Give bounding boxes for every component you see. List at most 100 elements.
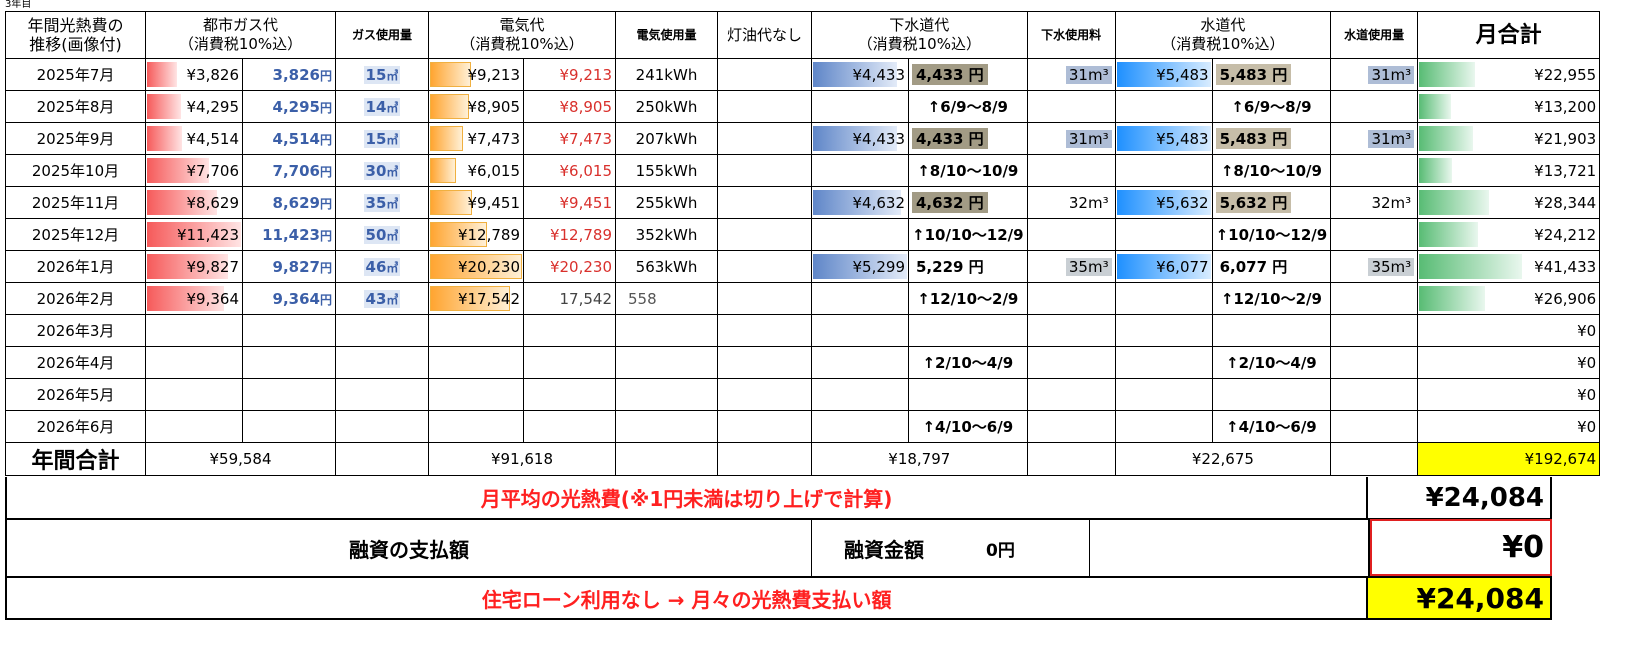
month-row: 2026年6月 ↑4/10～6/9 ↑4/10～6/9 ¥0: [5, 410, 1601, 443]
water-image-value: 5,483 円: [1211, 58, 1332, 91]
header-elec-use: 電気使用量: [615, 11, 718, 59]
elec-image-value: ¥20,230: [523, 250, 616, 283]
empty-cell: [811, 154, 909, 187]
kerosene-cell: [717, 346, 812, 379]
water-image-value: 5,632 円: [1211, 186, 1332, 219]
annual-elec-total: ¥91,618: [428, 442, 616, 476]
empty-cell: [1114, 410, 1213, 443]
sewer-billing-period: [908, 314, 1028, 347]
kerosene-cell: [717, 410, 812, 443]
month-label: 2025年10月: [5, 154, 146, 187]
water-cost-cell: ¥5,483: [1114, 122, 1213, 155]
elec-cost-cell: [428, 410, 524, 443]
header-gas-use: ガス使用量: [335, 11, 429, 59]
month-row: 2026年2月 ¥9,364 9,364円 43㎥ ¥17,542 17,542 558 ↑1…: [5, 282, 1601, 315]
month-row: 2026年3月 ¥0: [5, 314, 1601, 347]
empty-cell: [1330, 218, 1419, 251]
monthly-total: ¥26,906: [1417, 282, 1601, 315]
elec-usage: 250kWh: [615, 90, 718, 123]
gas-image-value: [242, 378, 336, 411]
empty-cell: [811, 90, 909, 123]
sewer-image-value: 5,229 円: [908, 250, 1028, 283]
month-label: 2025年9月: [5, 122, 146, 155]
water-billing-period: [1211, 314, 1332, 347]
gas-image-value: [242, 314, 336, 347]
empty-cell: [1026, 346, 1116, 379]
month-label: 2026年4月: [5, 346, 146, 379]
final-payment-label: 住宅ローン利用なし → 月々の光熱費支払い額: [7, 578, 1369, 618]
gas-cost-cell: ¥4,295: [145, 90, 243, 123]
month-row: 2025年10月 ¥7,706 7,706円 30㎥ ¥6,015 ¥6,015 155kW…: [5, 154, 1601, 187]
gas-image-value: 9,827円: [242, 250, 336, 283]
elec-usage: 558: [615, 282, 718, 315]
monthly-total: ¥0: [1417, 378, 1601, 411]
empty-cell: [811, 346, 909, 379]
kerosene-cell: [717, 378, 812, 411]
gas-cost-cell: [145, 410, 243, 443]
elec-usage: 352kWh: [615, 218, 718, 251]
empty-cell: [1026, 442, 1116, 476]
month-label: 2026年1月: [5, 250, 146, 283]
gas-image-value: 4,514円: [242, 122, 336, 155]
empty-cell: [335, 442, 429, 476]
sewer-image-value: 4,433 円: [908, 58, 1028, 91]
water-billing-period: ↑4/10～6/9: [1211, 410, 1332, 443]
elec-usage: 563kWh: [615, 250, 718, 283]
monthly-total: ¥0: [1417, 314, 1601, 347]
elec-image-value: ¥9,451: [523, 186, 616, 219]
water-image-value: 5,483 円: [1211, 122, 1332, 155]
empty-cell: [1330, 314, 1419, 347]
elec-image-value: [523, 378, 616, 411]
header-elec: 電気代 （消費税10%込）: [428, 11, 616, 59]
gas-cost-cell: ¥8,629: [145, 186, 243, 219]
empty-cell: [1026, 282, 1116, 315]
sewer-usage: 31m³: [1026, 122, 1116, 155]
gas-cost-cell: [145, 314, 243, 347]
annual-water-total: ¥22,675: [1114, 442, 1332, 476]
sewer-billing-period: ↑6/9～8/9: [908, 90, 1028, 123]
empty-cell: [1330, 442, 1419, 476]
sewer-image-value: 4,632 円: [908, 186, 1028, 219]
loan-amount-value: 0円: [986, 540, 1015, 561]
empty-cell: [1330, 410, 1419, 443]
kerosene-cell: [717, 122, 812, 155]
elec-cost-cell: ¥9,451: [428, 186, 524, 219]
elec-cost-cell: ¥6,015: [428, 154, 524, 187]
monthly-average-value: ¥24,084: [1425, 482, 1544, 513]
gas-usage: 43㎥: [335, 282, 429, 315]
monthly-total: ¥28,344: [1417, 186, 1601, 219]
sewer-billing-period: ↑8/10～10/9: [908, 154, 1028, 187]
empty-cell: [1114, 314, 1213, 347]
water-billing-period: ↑8/10～10/9: [1211, 154, 1332, 187]
sewer-usage: 35m³: [1026, 250, 1116, 283]
annual-sewer-total: ¥18,797: [811, 442, 1028, 476]
water-cost-cell: ¥5,483: [1114, 58, 1213, 91]
final-payment-row: 住宅ローン利用なし → 月々の光熱費支払い額 ¥24,084: [5, 578, 1552, 620]
empty-cell: [1114, 346, 1213, 379]
monthly-total: ¥41,433: [1417, 250, 1601, 283]
empty-cell: [1114, 218, 1213, 251]
monthly-total: ¥0: [1417, 410, 1601, 443]
kerosene-cell: [717, 218, 812, 251]
empty-cell: [1026, 218, 1116, 251]
month-label: 2025年12月: [5, 218, 146, 251]
gas-usage: 15㎥: [335, 58, 429, 91]
empty-cell: [1026, 378, 1116, 411]
monthly-total: ¥0: [1417, 346, 1601, 379]
elec-usage: 207kWh: [615, 122, 718, 155]
month-label: 2026年3月: [5, 314, 146, 347]
water-usage: 31m³: [1330, 58, 1419, 91]
header-row: 年間光熱費の 推移(画像付) 都市ガス代 （消費税10%込） ガス使用量 電気代…: [5, 11, 1601, 59]
elec-cost-cell: ¥20,230: [428, 250, 524, 283]
header-title: 年間光熱費の 推移(画像付): [5, 11, 146, 59]
empty-cell: [811, 378, 909, 411]
elec-cost-cell: ¥7,473: [428, 122, 524, 155]
sewer-billing-period: ↑2/10～4/9: [908, 346, 1028, 379]
elec-image-value: ¥7,473: [523, 122, 616, 155]
monthly-total: ¥24,212: [1417, 218, 1601, 251]
elec-image-value: ¥9,213: [523, 58, 616, 91]
empty-cell: [811, 410, 909, 443]
month-row: 2025年8月 ¥4,295 4,295円 14㎥ ¥8,905 ¥8,905 250kWh…: [5, 90, 1601, 123]
gas-cost-cell: ¥3,826: [145, 58, 243, 91]
month-label: 2026年5月: [5, 378, 146, 411]
